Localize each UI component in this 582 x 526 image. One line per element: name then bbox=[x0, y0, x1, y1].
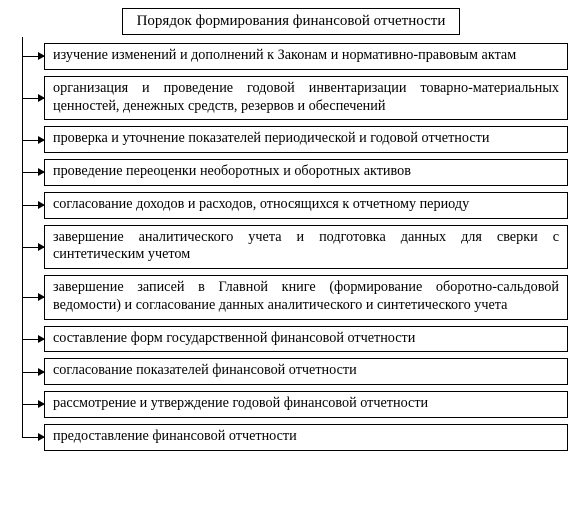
arrow-right-icon bbox=[38, 433, 45, 441]
diagram-row: проверка и уточнение показателей периоди… bbox=[0, 126, 582, 153]
arrow-right-icon bbox=[38, 52, 45, 60]
arrow-right-icon bbox=[38, 368, 45, 376]
diagram-row: согласование доходов и расходов, относящ… bbox=[0, 192, 582, 219]
item-box: согласование доходов и расходов, относящ… bbox=[44, 192, 568, 219]
diagram-row: предоставление финансовой отчетности bbox=[0, 424, 582, 451]
item-box: рассмотрение и утверждение годовой финан… bbox=[44, 391, 568, 418]
diagram-title: Порядок формирования финансовой отчетнос… bbox=[137, 13, 446, 29]
items-container: изучение изменений и дополнений к Закона… bbox=[0, 43, 582, 451]
item-text: проведение переоценки необоротных и обор… bbox=[53, 163, 411, 179]
item-text: составление форм государственной финансо… bbox=[53, 330, 415, 346]
diagram-row: завершение записей в Главной книге (форм… bbox=[0, 275, 582, 320]
diagram-row: изучение изменений и дополнений к Закона… bbox=[0, 43, 582, 70]
item-text: завершение записей в Главной книге (форм… bbox=[53, 279, 559, 313]
item-box: предоставление финансовой отчетности bbox=[44, 424, 568, 451]
item-box: завершение аналитического учета и подгот… bbox=[44, 225, 568, 270]
item-text: рассмотрение и утверждение годовой финан… bbox=[53, 395, 428, 411]
item-text: изучение изменений и дополнений к Закона… bbox=[53, 47, 516, 63]
arrow-right-icon bbox=[38, 201, 45, 209]
item-box: согласование показателей финансовой отче… bbox=[44, 358, 568, 385]
diagram-row: организация и проведение годовой инвента… bbox=[0, 76, 582, 121]
item-box: проведение переоценки необоротных и обор… bbox=[44, 159, 568, 186]
diagram-title-box: Порядок формирования финансовой отчетнос… bbox=[122, 8, 461, 35]
flow-diagram: Порядок формирования финансовой отчетнос… bbox=[0, 8, 582, 451]
item-text: завершение аналитического учета и подгот… bbox=[53, 229, 559, 263]
item-box: изучение изменений и дополнений к Закона… bbox=[44, 43, 568, 70]
item-text: согласование доходов и расходов, относящ… bbox=[53, 196, 469, 212]
item-text: проверка и уточнение показателей периоди… bbox=[53, 130, 489, 146]
item-text: организация и проведение годовой инвента… bbox=[53, 80, 559, 114]
item-text: согласование показателей финансовой отче… bbox=[53, 362, 357, 378]
arrow-right-icon bbox=[38, 94, 45, 102]
diagram-row: рассмотрение и утверждение годовой финан… bbox=[0, 391, 582, 418]
diagram-row: завершение аналитического учета и подгот… bbox=[0, 225, 582, 270]
item-text: предоставление финансовой отчетности bbox=[53, 428, 297, 444]
item-box: проверка и уточнение показателей периоди… bbox=[44, 126, 568, 153]
arrow-right-icon bbox=[38, 335, 45, 343]
diagram-row: проведение переоценки необоротных и обор… bbox=[0, 159, 582, 186]
arrow-right-icon bbox=[38, 136, 45, 144]
arrow-right-icon bbox=[38, 168, 45, 176]
arrow-right-icon bbox=[38, 243, 45, 251]
arrow-right-icon bbox=[38, 400, 45, 408]
arrow-right-icon bbox=[38, 293, 45, 301]
diagram-row: составление форм государственной финансо… bbox=[0, 326, 582, 353]
item-box: составление форм государственной финансо… bbox=[44, 326, 568, 353]
diagram-row: согласование показателей финансовой отче… bbox=[0, 358, 582, 385]
item-box: завершение записей в Главной книге (форм… bbox=[44, 275, 568, 320]
item-box: организация и проведение годовой инвента… bbox=[44, 76, 568, 121]
